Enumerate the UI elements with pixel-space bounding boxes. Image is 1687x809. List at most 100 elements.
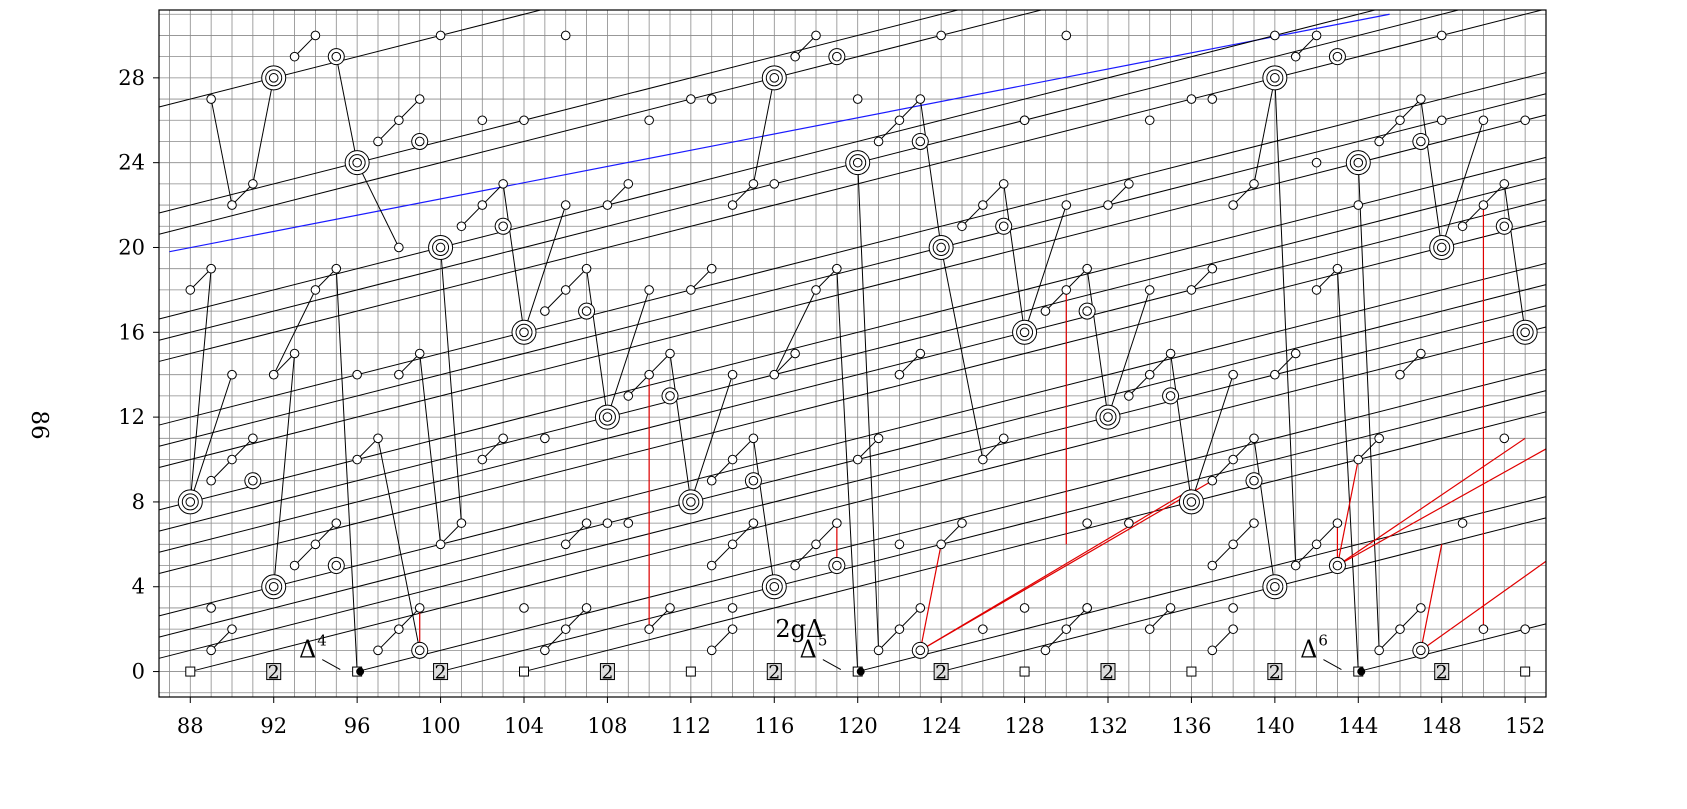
step-line	[878, 628, 900, 651]
step-line	[294, 543, 316, 566]
point-circle	[915, 94, 926, 104]
delta-annotation-sup: 5	[818, 632, 828, 650]
point-circle	[373, 433, 383, 444]
point-circle	[1499, 179, 1510, 189]
step-line	[732, 437, 754, 460]
point-circle	[581, 603, 592, 613]
connector-line	[1441, 120, 1484, 248]
point-circle	[602, 200, 613, 210]
point-circle	[206, 94, 216, 104]
connector-line	[523, 204, 567, 333]
point-circle	[706, 263, 717, 274]
point-circle	[477, 115, 488, 126]
point-double-circle	[578, 302, 596, 320]
point-circle	[1311, 157, 1322, 168]
point-triple-circle-inner	[1270, 73, 1280, 83]
point-circle	[957, 518, 967, 528]
connector-line	[252, 77, 275, 184]
point-circle	[1290, 51, 1301, 62]
annotation-pointer	[1323, 659, 1342, 670]
point-triple-circle-mid	[432, 238, 450, 256]
step-line	[1316, 268, 1338, 291]
point-circle	[1270, 369, 1280, 380]
step-line	[565, 268, 587, 291]
annotation-pointer	[822, 659, 842, 670]
point-circle	[540, 306, 550, 316]
diagonal-line	[158, 220, 1547, 574]
step-line	[732, 522, 754, 545]
point-double-circle	[1162, 387, 1180, 405]
annotation-pointer	[322, 659, 341, 670]
point-circle	[1082, 603, 1092, 613]
step-line	[1295, 35, 1317, 57]
diagonal-line	[857, 496, 1547, 673]
connector-line	[273, 289, 316, 375]
point-circle	[1290, 560, 1301, 571]
point-circle	[832, 263, 842, 274]
point-double-circle	[911, 641, 929, 659]
point-double-circle-inner	[748, 475, 759, 486]
y-tick-label: 24	[118, 151, 145, 175]
point-filled-dot	[356, 667, 365, 676]
point-double-circle	[244, 472, 262, 490]
point-circle	[665, 348, 675, 359]
point-square	[1186, 666, 1197, 677]
point-boxed-two	[766, 663, 782, 681]
connector-line	[1003, 183, 1026, 333]
point-circle	[1478, 200, 1489, 210]
point-circle	[1186, 285, 1197, 295]
diagonal-line	[941, 517, 1547, 673]
point-circle	[727, 624, 738, 634]
point-double-circle	[828, 48, 846, 66]
step-line	[690, 268, 713, 291]
connector-line	[335, 268, 358, 672]
point-circle	[1332, 518, 1343, 528]
x-tick-label: 120	[838, 714, 878, 738]
connector-line	[752, 438, 775, 587]
point-circle	[1228, 454, 1238, 465]
step-line	[982, 183, 1005, 206]
step-line	[648, 607, 671, 630]
point-boxed-two	[1267, 663, 1283, 681]
point-circle	[727, 539, 738, 550]
step-line	[1128, 374, 1151, 397]
point-circle	[1311, 285, 1322, 295]
point-double-circle	[327, 48, 345, 66]
point-double-circle-inner	[832, 51, 842, 62]
connector-line	[1086, 268, 1109, 418]
point-circle	[1416, 348, 1426, 359]
connector-line	[1024, 204, 1067, 333]
point-circle	[540, 433, 550, 444]
point-circle	[1478, 115, 1489, 126]
y-tick-label: 4	[132, 575, 145, 599]
point-circle	[540, 645, 550, 656]
point-circle	[248, 179, 258, 189]
point-double-circle-inner	[414, 645, 425, 656]
diagonal-line	[158, 9, 1542, 362]
step-line	[607, 183, 629, 206]
point-circle	[873, 645, 884, 656]
point-circle	[206, 645, 216, 656]
point-circle	[394, 242, 404, 253]
point-circle	[1207, 94, 1218, 104]
point-circle	[227, 200, 237, 210]
point-circle	[1249, 179, 1259, 189]
point-circle	[727, 603, 738, 613]
x-tick-label: 104	[504, 714, 544, 738]
point-double-circle	[1328, 557, 1346, 575]
point-boxed-two-label: 2	[435, 662, 447, 684]
point-circle	[1019, 603, 1030, 613]
point-double-circle-inner	[1416, 136, 1426, 147]
point-triple-circle-inner	[769, 73, 780, 83]
point-triple-circle-mid	[515, 323, 533, 341]
point-double-circle-inner	[331, 51, 342, 62]
red-segment	[919, 480, 1213, 651]
point-circle	[227, 624, 237, 634]
point-double-circle	[828, 557, 846, 575]
point-double-circle	[1328, 48, 1346, 66]
delta-annotation-sup: 4	[317, 632, 327, 650]
connector-line	[189, 268, 212, 502]
point-double-circle-inner	[1332, 51, 1343, 62]
step-line	[1191, 268, 1213, 291]
axes: 88 92 96 100 104 108 112 116 120 124 128 132 136 140 1…	[118, 9, 1547, 738]
